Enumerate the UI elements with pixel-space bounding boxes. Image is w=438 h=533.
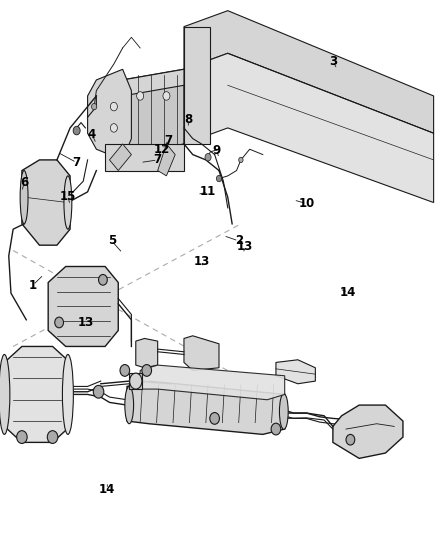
Text: 3: 3 <box>329 55 337 68</box>
Circle shape <box>55 317 64 328</box>
Ellipse shape <box>0 354 10 434</box>
Polygon shape <box>110 144 131 171</box>
Ellipse shape <box>64 176 72 229</box>
Circle shape <box>99 274 107 285</box>
Text: 14: 14 <box>99 483 116 496</box>
Circle shape <box>93 385 104 398</box>
Polygon shape <box>22 160 70 245</box>
Circle shape <box>142 365 152 376</box>
Circle shape <box>17 431 27 443</box>
Circle shape <box>73 126 80 135</box>
Text: 1: 1 <box>29 279 37 292</box>
Circle shape <box>210 413 219 424</box>
Text: 7: 7 <box>165 134 173 147</box>
Text: 4: 4 <box>88 128 96 141</box>
Ellipse shape <box>20 171 28 224</box>
Polygon shape <box>105 144 184 171</box>
Polygon shape <box>88 69 131 160</box>
Circle shape <box>205 154 211 161</box>
Polygon shape <box>184 27 210 144</box>
Text: 2: 2 <box>235 235 243 247</box>
Circle shape <box>120 365 130 376</box>
Circle shape <box>216 175 222 182</box>
Polygon shape <box>158 144 175 176</box>
Polygon shape <box>140 365 285 400</box>
Circle shape <box>163 92 170 100</box>
Polygon shape <box>48 266 118 346</box>
Polygon shape <box>333 405 403 458</box>
Ellipse shape <box>125 386 134 424</box>
Polygon shape <box>276 360 315 384</box>
Text: 11: 11 <box>200 185 216 198</box>
Ellipse shape <box>279 393 288 430</box>
Polygon shape <box>127 381 285 434</box>
Text: 15: 15 <box>60 190 76 203</box>
Polygon shape <box>4 346 70 442</box>
Polygon shape <box>129 373 142 389</box>
Circle shape <box>110 124 117 132</box>
Polygon shape <box>136 338 158 368</box>
Text: 14: 14 <box>340 286 357 298</box>
Circle shape <box>47 431 58 443</box>
Text: 7: 7 <box>73 156 81 169</box>
Ellipse shape <box>62 354 73 434</box>
Text: 13: 13 <box>237 240 254 253</box>
Text: 13: 13 <box>77 316 94 329</box>
Polygon shape <box>184 53 434 203</box>
Circle shape <box>110 102 117 111</box>
Polygon shape <box>184 11 434 133</box>
Polygon shape <box>96 69 184 117</box>
Text: 10: 10 <box>298 197 315 210</box>
Circle shape <box>92 103 97 110</box>
Text: 7: 7 <box>154 154 162 166</box>
Ellipse shape <box>130 373 142 389</box>
Polygon shape <box>96 69 184 160</box>
Text: 12: 12 <box>154 143 170 156</box>
Text: 9: 9 <box>213 144 221 157</box>
Text: 8: 8 <box>184 114 192 126</box>
Circle shape <box>239 157 243 163</box>
Text: 6: 6 <box>20 176 28 189</box>
Polygon shape <box>184 336 219 370</box>
Circle shape <box>271 423 281 435</box>
Text: 13: 13 <box>193 255 210 268</box>
Circle shape <box>137 92 144 100</box>
Circle shape <box>346 434 355 445</box>
Text: 5: 5 <box>108 235 116 247</box>
